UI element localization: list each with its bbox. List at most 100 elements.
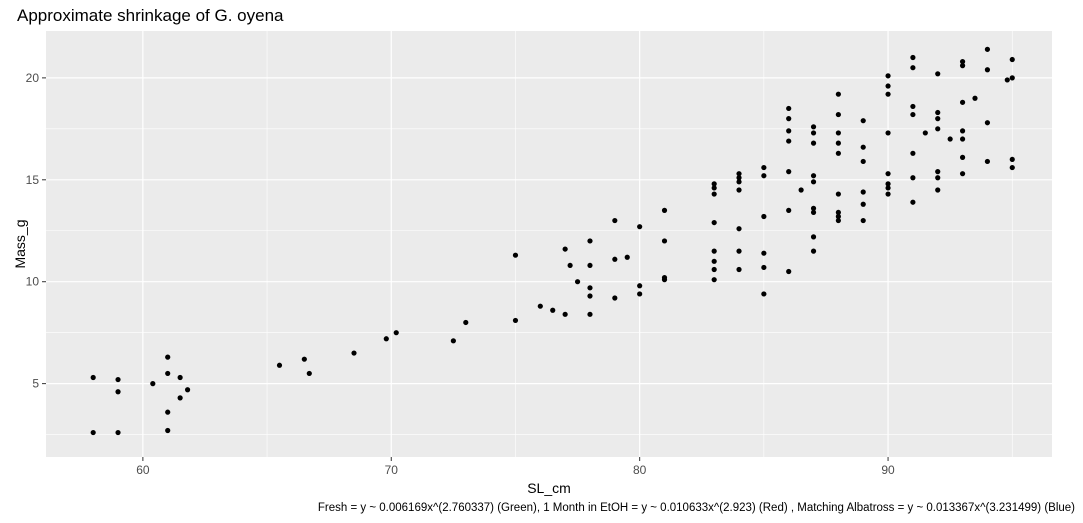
data-point xyxy=(910,54,916,61)
x-tick-label: 90 xyxy=(881,463,895,477)
data-point xyxy=(450,338,456,344)
data-point xyxy=(798,187,804,193)
data-point xyxy=(885,185,891,191)
data-point xyxy=(885,171,891,177)
y-tick-label: 5 xyxy=(32,377,39,391)
data-point xyxy=(661,277,668,283)
data-points xyxy=(90,46,1015,436)
data-point xyxy=(165,409,171,415)
data-point xyxy=(810,124,817,130)
data-point xyxy=(1009,164,1015,171)
data-point xyxy=(786,138,792,144)
y-axis-title: Mass_g xyxy=(12,219,28,268)
data-point xyxy=(115,376,121,383)
data-point xyxy=(885,91,891,97)
data-point xyxy=(736,248,742,254)
data-point xyxy=(835,140,841,146)
data-point xyxy=(115,429,121,436)
data-point xyxy=(150,381,156,387)
data-point xyxy=(935,116,941,122)
minor-gridlines xyxy=(46,31,1052,457)
data-point xyxy=(165,427,171,434)
data-point xyxy=(1009,75,1015,81)
data-point xyxy=(624,254,630,260)
data-point xyxy=(885,130,891,136)
data-point xyxy=(637,291,643,297)
data-point xyxy=(612,217,618,224)
data-point xyxy=(393,330,399,336)
y-tick-label: 10 xyxy=(26,275,40,289)
data-point xyxy=(761,164,767,171)
data-point xyxy=(835,91,841,97)
data-point xyxy=(761,264,767,271)
data-point xyxy=(810,209,817,216)
data-point xyxy=(860,201,866,207)
data-point xyxy=(947,136,953,142)
data-point xyxy=(860,217,866,224)
data-point xyxy=(885,191,891,197)
data-point xyxy=(562,246,568,252)
data-point xyxy=(711,181,717,187)
data-point xyxy=(90,429,96,436)
data-point xyxy=(810,173,817,179)
data-point xyxy=(574,279,581,285)
data-point xyxy=(910,175,916,181)
data-point xyxy=(835,209,841,216)
data-point xyxy=(711,219,717,226)
data-point xyxy=(537,303,543,309)
data-point xyxy=(736,266,742,273)
chart-title: Approximate shrinkage of G. oyena xyxy=(17,6,284,25)
data-point xyxy=(512,317,519,324)
data-point xyxy=(860,144,866,150)
data-point xyxy=(885,73,891,79)
data-point xyxy=(935,126,941,132)
data-point xyxy=(835,217,841,224)
data-point xyxy=(835,150,841,156)
data-point xyxy=(637,224,643,230)
y-tick-label: 20 xyxy=(26,71,40,85)
data-point xyxy=(935,187,941,193)
data-point xyxy=(984,120,991,126)
data-point xyxy=(984,46,991,52)
data-point xyxy=(810,130,817,136)
data-point xyxy=(301,356,307,362)
data-point xyxy=(711,258,717,264)
data-point xyxy=(612,295,618,301)
data-point xyxy=(910,65,916,71)
data-point xyxy=(661,238,668,244)
x-axis-title: SL_cm xyxy=(527,480,571,496)
data-point xyxy=(959,128,966,134)
data-point xyxy=(711,277,717,283)
data-point xyxy=(972,95,978,101)
data-point xyxy=(587,285,593,291)
data-point xyxy=(761,291,767,297)
data-point xyxy=(860,158,866,165)
data-point xyxy=(562,311,568,317)
data-point xyxy=(661,207,668,213)
data-point xyxy=(637,283,643,289)
data-point xyxy=(984,158,991,165)
data-point xyxy=(835,111,841,118)
data-point xyxy=(959,58,966,65)
data-point xyxy=(885,181,891,187)
x-tick-label: 70 xyxy=(385,463,399,477)
major-gridlines xyxy=(46,31,1052,457)
plot-panel xyxy=(46,31,1052,457)
data-point xyxy=(935,169,941,175)
data-point xyxy=(736,171,742,177)
data-point xyxy=(587,262,593,269)
data-point xyxy=(512,252,519,258)
data-point xyxy=(786,207,792,213)
data-point xyxy=(1004,77,1010,83)
data-point xyxy=(587,238,593,244)
data-point xyxy=(959,63,966,69)
data-point xyxy=(786,116,792,122)
data-point xyxy=(567,262,573,269)
data-point xyxy=(711,248,717,254)
data-point xyxy=(786,105,792,112)
data-point xyxy=(835,191,841,197)
data-point xyxy=(885,83,891,89)
data-point xyxy=(587,293,593,299)
data-point xyxy=(810,140,817,146)
data-point xyxy=(761,213,767,220)
